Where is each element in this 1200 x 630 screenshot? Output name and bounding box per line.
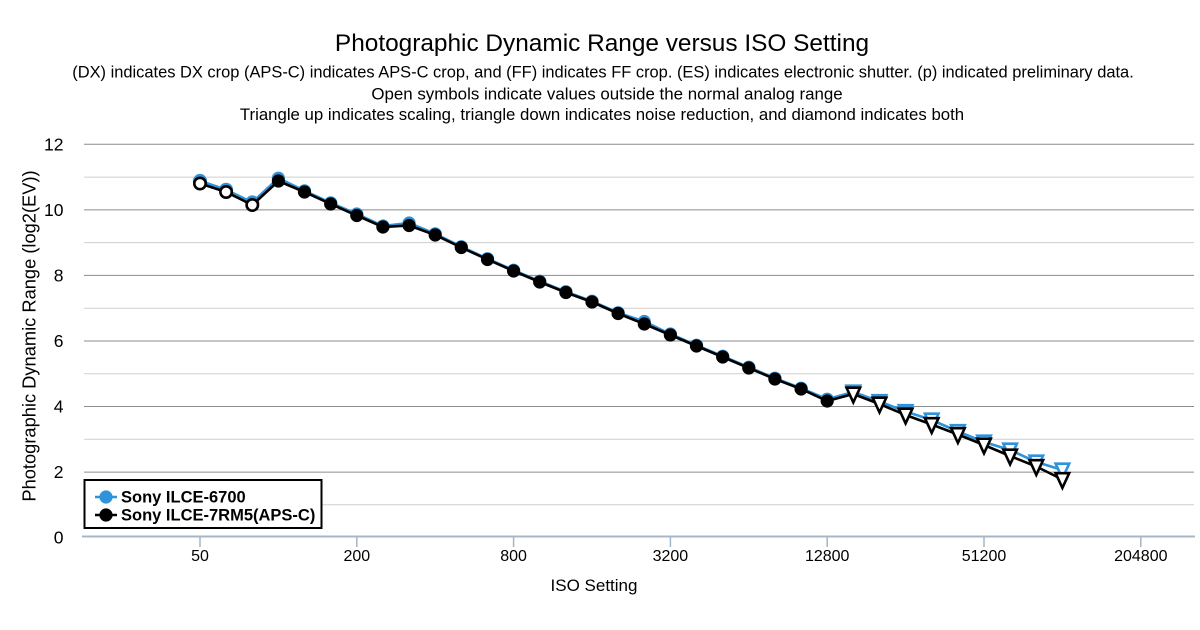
svg-text:Triangle up indicates scaling,: Triangle up indicates scaling, triangle … bbox=[240, 105, 964, 124]
svg-text:Photographic Dynamic Range (lo: Photographic Dynamic Range (log2(EV)) bbox=[19, 170, 40, 501]
svg-text:2: 2 bbox=[54, 462, 64, 482]
svg-text:Sony ILCE-6700: Sony ILCE-6700 bbox=[121, 489, 246, 507]
svg-text:3200: 3200 bbox=[653, 548, 689, 565]
svg-text:Sony ILCE-7RM5(APS-C): Sony ILCE-7RM5(APS-C) bbox=[121, 507, 315, 525]
svg-text:0: 0 bbox=[54, 528, 64, 548]
svg-text:200: 200 bbox=[343, 548, 370, 565]
svg-text:204800: 204800 bbox=[1114, 548, 1167, 565]
svg-text:12: 12 bbox=[44, 134, 63, 154]
svg-text:Open symbols indicate values o: Open symbols indicate values outside the… bbox=[371, 85, 842, 104]
svg-text:10: 10 bbox=[44, 200, 64, 220]
svg-text:6: 6 bbox=[54, 331, 64, 351]
svg-text:800: 800 bbox=[500, 548, 527, 565]
svg-text:4: 4 bbox=[54, 397, 64, 417]
svg-text:Photographic Dynamic Range ver: Photographic Dynamic Range versus ISO Se… bbox=[335, 30, 869, 57]
svg-text:ISO Setting: ISO Setting bbox=[551, 576, 638, 595]
svg-text:(DX) indicates DX crop (APS-C): (DX) indicates DX crop (APS-C) indicates… bbox=[72, 64, 1134, 82]
svg-text:12800: 12800 bbox=[805, 548, 850, 565]
svg-text:8: 8 bbox=[54, 265, 64, 285]
svg-text:51200: 51200 bbox=[962, 548, 1007, 565]
svg-text:50: 50 bbox=[191, 548, 209, 565]
